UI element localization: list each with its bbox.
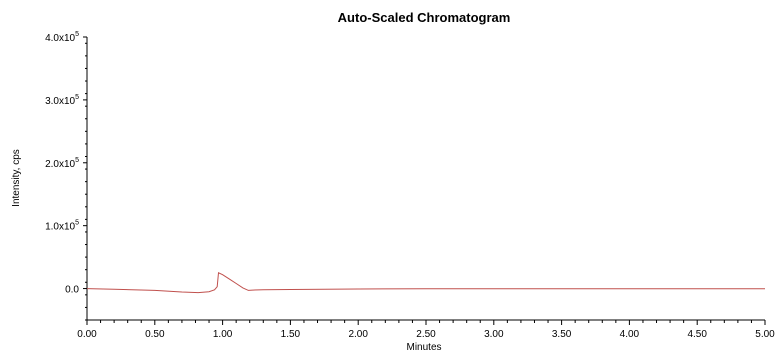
y-tick-label: 2.0x105 [45,157,79,170]
y-axis-title: Intensity, cps [11,149,22,207]
x-axis-title: Minutes [406,342,441,353]
x-tick-label: 0.50 [145,329,165,340]
y-tick-label: 4.0x105 [45,31,79,44]
x-tick-label: 5.00 [755,329,775,340]
chart-title: Auto-Scaled Chromatogram [338,10,511,25]
chromatogram-trace [86,272,765,294]
y-tick-label: 0.0 [65,285,79,296]
x-tick-label: 3.50 [552,329,572,340]
x-tick-label: 1.00 [213,329,233,340]
plot-area [86,272,765,294]
y-axis: 0.0 1.0x105 2.0x105 3.0x105 4.0x105 [45,31,88,321]
x-tick-label: 4.50 [687,329,707,340]
x-tick-label: 0.00 [77,329,97,340]
x-tick-label: 4.00 [620,329,640,340]
x-tick-label: 2.50 [416,329,436,340]
x-axis: 0.00 0.50 1.00 1.50 2.00 2.50 3.00 3.50 4.00 4.50… [77,319,775,340]
y-tick-label: 3.0x105 [45,94,79,107]
x-tick-label: 1.50 [281,329,301,340]
x-tick-label: 3.00 [484,329,504,340]
y-tick-label: 1.0x105 [45,220,79,233]
x-tick-label: 2.00 [348,329,368,340]
